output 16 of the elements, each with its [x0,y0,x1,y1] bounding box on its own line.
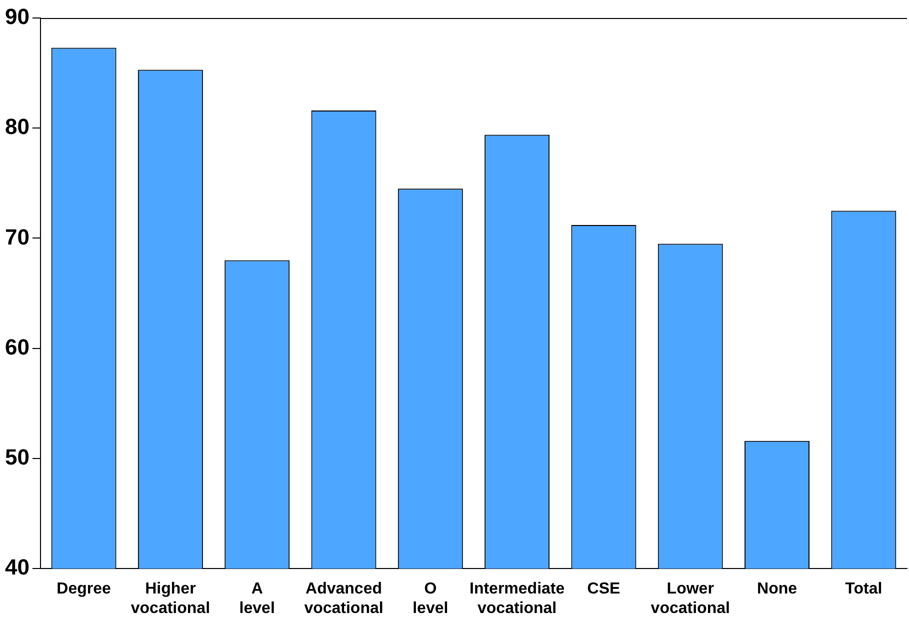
x-tick-label: Intermediate vocational [469,580,565,617]
y-tick-label: 90 [4,4,30,30]
y-tick-label: 80 [4,114,30,140]
x-tick-label: Advanced vocational [304,580,384,617]
x-tick-label: A level [239,580,275,617]
x-tick-label: None [757,580,798,598]
y-tick-label: 70 [4,224,30,250]
x-tick-label: Degree [56,580,112,598]
x-tick-label: O level [412,580,448,617]
x-tick-label: Higher vocational [130,580,210,617]
x-tick-label: Lower vocational [650,580,730,617]
y-tick-label: 60 [4,334,30,360]
y-tick-label: 50 [4,444,30,470]
x-tick-label: CSE [587,580,620,598]
x-tick-label: Total [845,580,882,598]
y-tick-label: 40 [4,554,30,580]
